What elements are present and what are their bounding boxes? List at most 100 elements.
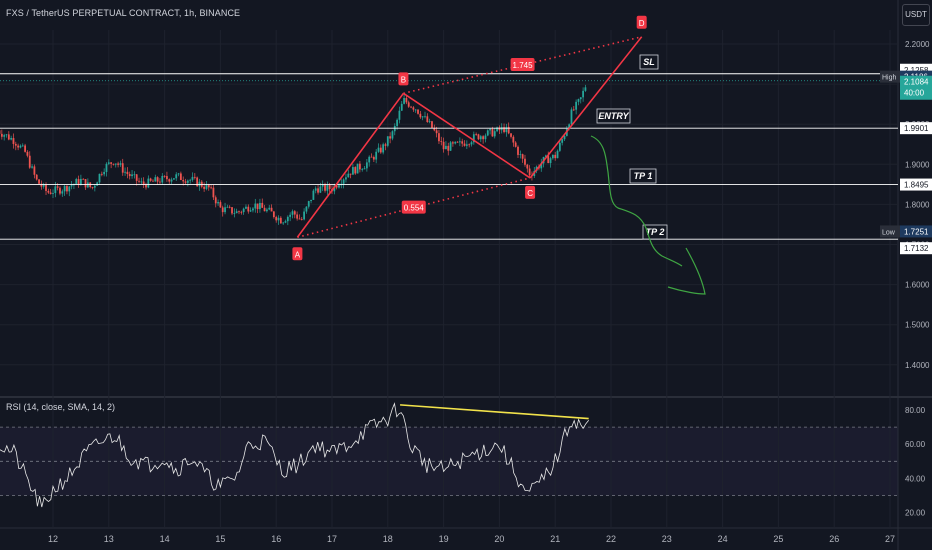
candle-body bbox=[70, 185, 73, 187]
candle-body bbox=[112, 163, 115, 165]
abcd-pattern: A B C D 1.745 0.554 SL ENTRY TP 1 TP 2 bbox=[292, 15, 706, 295]
candle-body bbox=[503, 127, 505, 133]
rsi-tick-label: 20.00 bbox=[905, 509, 926, 518]
candle-body bbox=[240, 211, 243, 213]
point-b-label: B bbox=[401, 75, 406, 84]
x-tick-label: 15 bbox=[215, 534, 225, 544]
sl-price-tag: 2.1258 bbox=[904, 66, 929, 75]
candle-body bbox=[424, 116, 426, 118]
candle-body bbox=[370, 156, 373, 158]
candle-body bbox=[372, 157, 375, 160]
candle-body bbox=[159, 181, 161, 183]
candle-body bbox=[419, 113, 422, 118]
candle-body bbox=[556, 150, 559, 159]
candle-body bbox=[252, 208, 254, 211]
x-tick-label: 27 bbox=[885, 534, 895, 544]
candle-body bbox=[493, 131, 496, 137]
x-tick-label: 18 bbox=[383, 534, 393, 544]
candle-body bbox=[554, 154, 557, 159]
point-c-label-bg bbox=[525, 185, 536, 199]
candle-body bbox=[168, 179, 171, 182]
candle-body bbox=[191, 176, 194, 180]
candle-body bbox=[247, 206, 250, 212]
candle-body bbox=[382, 144, 385, 153]
y-tick-label: 2.2000 bbox=[905, 40, 930, 49]
candle-body bbox=[407, 102, 410, 107]
candle-body bbox=[321, 184, 324, 187]
candle-body bbox=[491, 128, 494, 137]
candle-body bbox=[193, 176, 196, 178]
candle-body bbox=[296, 214, 299, 219]
candle-body bbox=[184, 181, 187, 183]
candle-body bbox=[282, 222, 285, 224]
point-c-label: C bbox=[527, 189, 533, 198]
current-price-tag: 2.1084 bbox=[904, 78, 929, 87]
candle-body bbox=[145, 184, 147, 188]
candle-body bbox=[470, 142, 473, 145]
leg-bc bbox=[402, 92, 531, 179]
candle-body bbox=[433, 127, 436, 131]
entry-annotation: ENTRY bbox=[598, 111, 629, 121]
rsi-band-fill bbox=[0, 427, 898, 496]
sl-price-tag-bg bbox=[900, 63, 932, 76]
candle-body bbox=[268, 207, 271, 210]
projection-path-lower bbox=[667, 247, 706, 295]
candle-body bbox=[177, 173, 180, 175]
candle-body bbox=[452, 142, 454, 144]
candle-body bbox=[477, 134, 480, 140]
candle-body bbox=[259, 202, 261, 210]
low-price-tag-bg bbox=[900, 225, 932, 238]
x-tick-label: 19 bbox=[439, 534, 449, 544]
x-tick-label: 20 bbox=[494, 534, 504, 544]
candle-body bbox=[12, 138, 15, 144]
candle-body bbox=[47, 190, 50, 193]
candle-body bbox=[312, 190, 315, 200]
current-price-bg bbox=[900, 75, 932, 100]
candle-body bbox=[465, 144, 468, 146]
candle-body bbox=[363, 168, 366, 170]
candle-body bbox=[103, 171, 106, 175]
candle-body bbox=[442, 141, 445, 150]
candle-body bbox=[410, 106, 412, 108]
candle-body bbox=[391, 131, 394, 139]
candle-body bbox=[584, 87, 587, 91]
candle-body bbox=[14, 143, 17, 146]
candle-body bbox=[505, 126, 508, 133]
candle-body bbox=[431, 121, 433, 128]
candle-body bbox=[196, 177, 199, 187]
candle-body bbox=[298, 218, 301, 220]
candle-body bbox=[45, 184, 47, 191]
candle-body bbox=[233, 213, 236, 214]
x-tick-label: 13 bbox=[104, 534, 114, 544]
candle-body bbox=[486, 130, 489, 136]
candle-body bbox=[375, 151, 378, 160]
candle-body bbox=[498, 127, 501, 131]
candle-body bbox=[19, 145, 22, 148]
x-tick-label: 26 bbox=[829, 534, 839, 544]
y-tick-label: 1.5000 bbox=[905, 321, 930, 330]
candle-body bbox=[526, 164, 529, 169]
y-tick-label: 1.6000 bbox=[905, 281, 930, 290]
candle-body bbox=[147, 178, 150, 188]
chart-title: FXS / TetherUS PERPETUAL CONTRACT, 1h, B… bbox=[6, 8, 241, 18]
candle-body bbox=[561, 139, 564, 143]
candle-body bbox=[354, 167, 357, 174]
candle-body bbox=[175, 174, 178, 179]
candle-body bbox=[365, 162, 368, 169]
candle-body bbox=[21, 145, 24, 147]
candle-body bbox=[400, 103, 403, 111]
candle-body bbox=[119, 163, 122, 165]
candle-body bbox=[303, 211, 305, 220]
tp1-annotation: TP 1 bbox=[634, 171, 653, 181]
candle-body bbox=[24, 145, 26, 152]
candle-body bbox=[96, 182, 99, 186]
x-tick-label: 25 bbox=[773, 534, 783, 544]
currency-button[interactable]: USDT bbox=[902, 4, 930, 26]
candle-body bbox=[261, 202, 264, 208]
candle-body bbox=[463, 143, 466, 146]
candle-body bbox=[142, 181, 145, 185]
candle-body bbox=[286, 216, 289, 222]
candle-body bbox=[458, 141, 461, 143]
candlestick-series bbox=[0, 84, 587, 226]
